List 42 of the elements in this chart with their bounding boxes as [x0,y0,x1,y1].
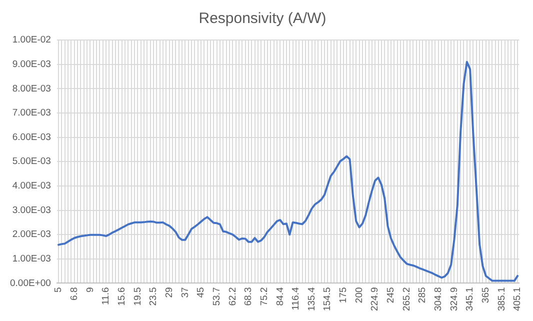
x-tick-label: 224.9 [370,287,381,312]
x-tick-label: 75.2 [258,287,270,306]
y-tick-label: 4.00E-03 [12,180,51,192]
y-tick-label: 0.00E+00 [10,278,51,289]
x-tick-label: 324.9 [448,287,460,312]
x-tick-label: 23.5 [148,287,160,306]
x-tick-label: 285 [417,287,428,304]
x-tick-label: 29 [164,287,175,298]
y-tick-label: 1.00E-02 [12,34,51,46]
x-tick-label: 265.2 [401,287,412,312]
x-tick-label: 345.1 [464,287,476,312]
x-tick-label: 37 [180,287,191,298]
x-tick-label: 200 [354,287,365,304]
x-tick-label: 15.6 [116,287,128,306]
y-tick-label: 3.00E-03 [12,204,51,216]
x-tick-label: 385.1 [496,287,508,312]
x-tick-label: 175 [338,287,350,304]
x-tick-label: 116.4 [290,287,302,310]
y-tick-label: 7.00E-03 [12,108,51,119]
x-tick-label: 53.7 [211,287,222,306]
y-tick-label: 9.00E-03 [12,58,51,70]
y-tick-label: 8.00E-03 [12,83,51,94]
x-tick-label: 11.6 [100,287,112,306]
x-tick-label: 154.5 [322,287,334,312]
x-tick-label: 68.3 [243,287,254,306]
x-tick-label: 365 [480,287,492,304]
x-tick-label: 304.8 [433,287,444,312]
x-tick-label: 9 [84,287,96,293]
x-tick-label: 245 [386,287,397,304]
x-tick-label: 45 [196,287,207,298]
y-tick-label: 1.00E-03 [12,254,51,265]
x-tick-label: 135.4 [306,287,318,312]
x-tick-label: 62.2 [227,287,238,306]
x-tick-label: 19.5 [132,287,144,306]
x-tick-label: 84.4 [274,287,286,306]
x-tick-label: 5 [53,287,64,293]
y-tick-label: 5.00E-03 [12,156,51,168]
x-tick-label: 405.1 [512,287,524,312]
y-tick-label: 6.00E-03 [12,132,51,143]
chart-title: Responsivity (A/W) [198,10,326,28]
y-tick-label: 2.00E-03 [12,229,51,240]
x-tick-label: 6.8 [68,287,80,300]
